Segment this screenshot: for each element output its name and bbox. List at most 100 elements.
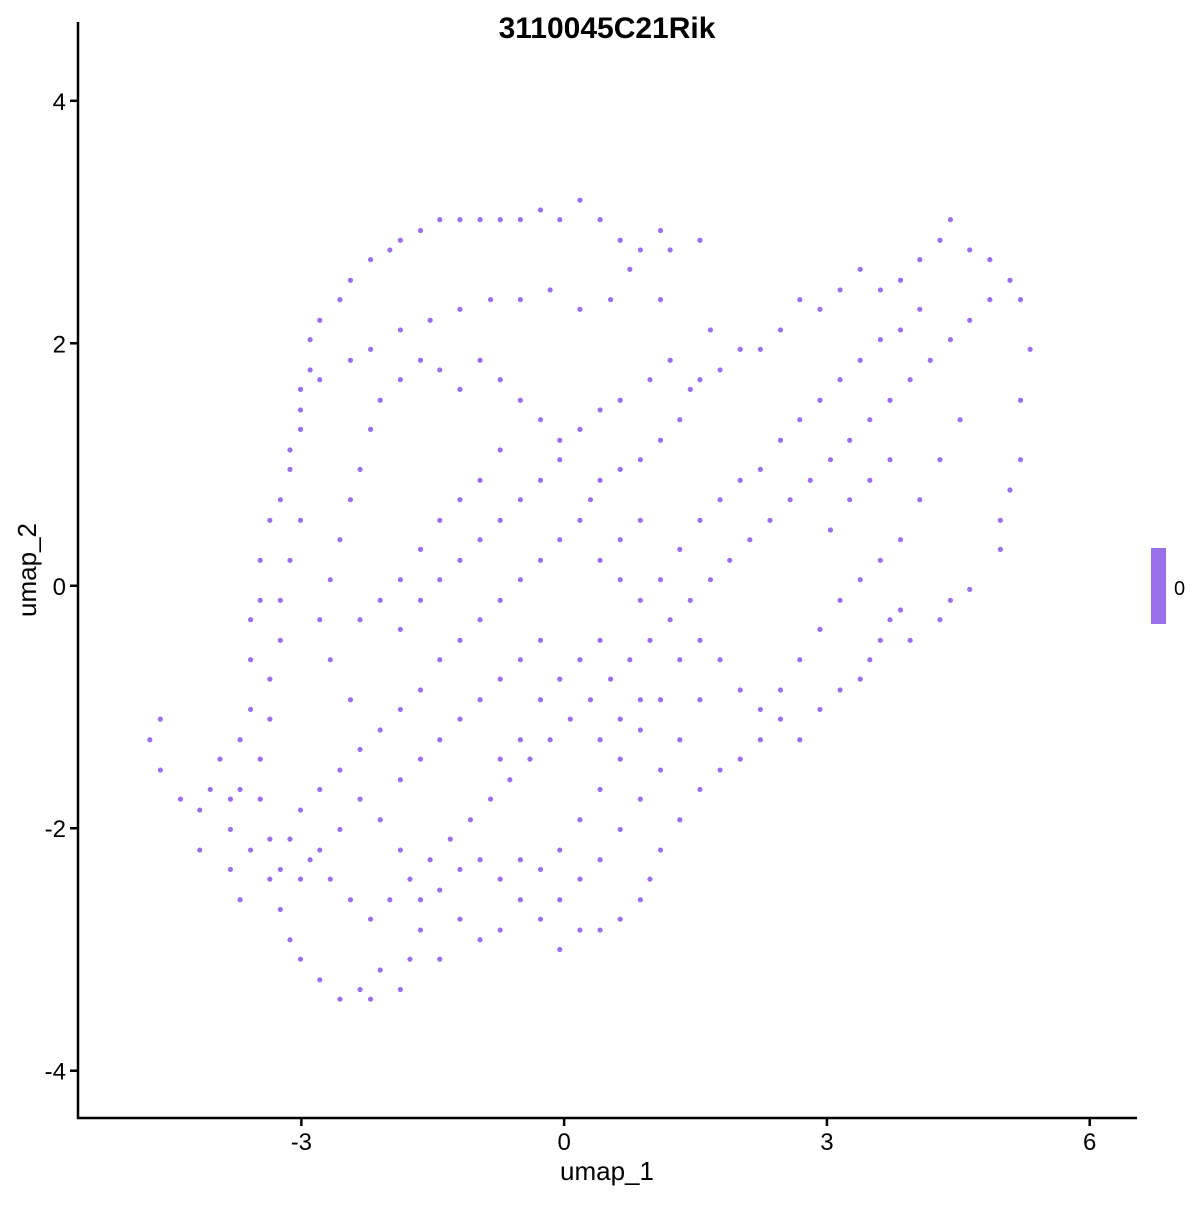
data-point	[777, 437, 784, 443]
data-point	[647, 637, 653, 643]
data-point	[477, 477, 483, 483]
data-point	[597, 786, 603, 793]
data-point	[527, 756, 533, 762]
data-point	[697, 786, 703, 793]
data-point	[357, 796, 363, 802]
data-point	[247, 847, 254, 853]
data-point	[517, 297, 523, 303]
data-point	[677, 546, 683, 552]
data-point	[757, 346, 763, 352]
data-point	[397, 237, 403, 243]
data-point	[407, 956, 413, 962]
data-point	[227, 796, 234, 802]
data-point	[717, 657, 723, 663]
data-point	[577, 927, 583, 933]
data-point	[617, 537, 623, 543]
data-point	[657, 697, 664, 703]
data-point	[637, 247, 643, 253]
data-point	[497, 517, 503, 523]
data-point	[307, 337, 313, 343]
data-point	[497, 377, 503, 383]
data-point	[617, 756, 623, 762]
data-point	[357, 986, 363, 993]
data-point	[297, 407, 304, 413]
data-point	[777, 687, 784, 693]
data-point	[837, 687, 843, 693]
data-point	[287, 447, 293, 453]
data-point	[737, 756, 743, 762]
data-point	[317, 786, 323, 793]
data-point	[927, 357, 933, 363]
data-point	[637, 457, 643, 463]
data-point	[447, 836, 453, 842]
data-point	[517, 577, 523, 583]
data-point	[867, 417, 873, 423]
data-point	[147, 737, 153, 743]
data-point	[1017, 297, 1024, 303]
x-tick-label: -3	[291, 1129, 312, 1156]
data-point	[327, 657, 333, 663]
data-point	[897, 327, 904, 333]
data-point	[477, 697, 483, 703]
data-point	[297, 956, 304, 962]
data-point	[657, 577, 664, 583]
data-point	[237, 737, 243, 743]
data-point	[1027, 346, 1033, 352]
data-point	[487, 796, 494, 802]
data-point	[517, 857, 523, 863]
data-point	[887, 397, 893, 403]
data-point	[457, 497, 463, 503]
data-point	[537, 637, 544, 643]
data-point	[317, 617, 323, 623]
data-point	[357, 466, 363, 472]
data-point	[667, 247, 673, 253]
data-point	[457, 386, 463, 392]
data-point	[577, 817, 583, 823]
data-point	[577, 306, 583, 312]
data-point	[387, 247, 393, 253]
data-point	[197, 847, 203, 853]
data-point	[417, 597, 424, 603]
data-point	[417, 897, 424, 903]
data-point	[157, 767, 163, 773]
data-point	[337, 996, 343, 1002]
data-point	[177, 796, 184, 802]
data-point	[1007, 487, 1013, 493]
data-point	[457, 916, 463, 922]
data-point	[797, 417, 803, 423]
data-point	[317, 847, 323, 853]
data-point	[557, 457, 563, 463]
data-point	[337, 537, 343, 543]
data-point	[347, 897, 354, 903]
data-point	[817, 397, 823, 403]
data-point	[317, 377, 323, 383]
data-point	[867, 657, 873, 663]
y-tick-label: 0	[53, 574, 66, 601]
data-point	[457, 217, 463, 223]
data-point	[737, 687, 743, 693]
data-point	[497, 927, 503, 933]
x-tick-label: 6	[1083, 1129, 1096, 1156]
data-point	[437, 737, 443, 743]
data-point	[267, 716, 273, 722]
data-point	[537, 697, 544, 703]
data-point	[307, 367, 313, 373]
data-point	[837, 287, 843, 293]
data-point	[907, 637, 913, 643]
data-point	[377, 727, 383, 733]
data-point	[387, 897, 393, 903]
data-point	[257, 597, 263, 603]
data-point	[837, 377, 843, 383]
data-point	[897, 537, 904, 543]
data-point	[597, 857, 603, 863]
data-point	[1017, 397, 1024, 403]
data-point	[857, 676, 863, 682]
x-axis-label: umap_1	[560, 1156, 654, 1186]
data-point	[917, 257, 923, 263]
data-point	[357, 746, 363, 753]
data-point	[597, 557, 603, 563]
data-point	[797, 297, 803, 303]
data-point	[537, 557, 544, 563]
data-point	[517, 737, 523, 743]
